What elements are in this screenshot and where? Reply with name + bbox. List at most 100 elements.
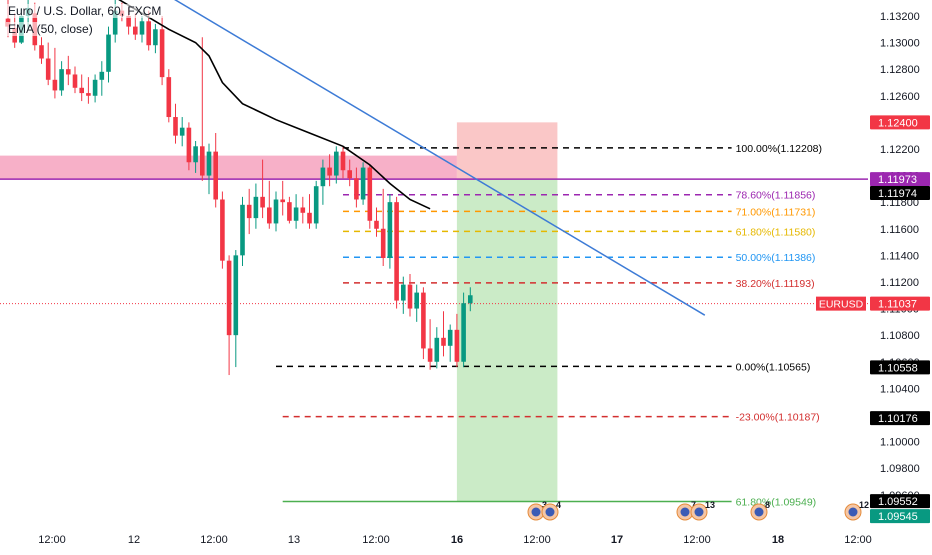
x-tick-label: 12:00 (38, 534, 66, 546)
price-axis (868, 0, 932, 550)
fib-level-label: 61.80%(1.11580) (736, 226, 816, 238)
economic-event-icon: 13 (690, 500, 715, 521)
candle-body (434, 337, 440, 362)
fib-level-label: 50.00%(1.11386) (736, 252, 816, 264)
candle-body (468, 295, 473, 304)
price-badge (870, 360, 930, 375)
y-tick-label: 1.12200 (880, 144, 920, 156)
candle-body (200, 146, 205, 176)
candle-body (441, 337, 446, 346)
candle-body (414, 292, 419, 309)
event-flag-center (694, 507, 704, 517)
x-tick-label: 12:00 (523, 534, 551, 546)
candle-body (454, 329, 460, 362)
fib-level-label: 61.80%(1.09549) (736, 497, 817, 509)
candle-body (447, 329, 453, 346)
economic-event-icon: 7 (676, 500, 696, 521)
economic-event-icon: 4 (541, 500, 561, 521)
price-badge (870, 411, 930, 426)
candle-body (267, 207, 272, 224)
candle-body (347, 170, 352, 179)
price-badge-label: 1.10558 (878, 362, 918, 374)
event-flag-center (680, 507, 690, 517)
candle-body (52, 79, 58, 91)
y-tick-label: 1.11800 (880, 197, 919, 209)
x-tick-label: 16 (451, 534, 463, 546)
fib-level-label: 71.00%(1.11731) (736, 206, 816, 218)
price-badge (870, 509, 930, 524)
take-profit-zone (456, 179, 558, 502)
candle-body (421, 292, 426, 349)
candle-body (387, 202, 393, 259)
event-count: 8 (765, 500, 770, 510)
candle-body (461, 303, 466, 362)
candle-body (360, 167, 366, 200)
fib-level-label: 0.00%(1.10565) (736, 361, 811, 373)
plot-area (0, 0, 868, 528)
event-flag-center (531, 507, 541, 517)
candle-body (401, 284, 406, 301)
y-tick-label: 1.10000 (880, 437, 920, 449)
candle-body (193, 146, 198, 163)
candle-body (320, 167, 326, 187)
candle-body (133, 26, 138, 35)
candle-body (380, 228, 386, 259)
price-badge (870, 186, 930, 201)
candle-body (79, 87, 84, 94)
candle-body (313, 186, 319, 224)
symbol-title[interactable]: Euro / U.S. Dollar, 60, FXCM (6, 4, 164, 18)
x-tick-label: 17 (611, 534, 623, 546)
y-tick-label: 1.13000 (880, 38, 920, 50)
y-tick-label: 1.12800 (880, 64, 920, 76)
candle-body (99, 71, 105, 80)
price-badge-label: 1.09545 (878, 511, 918, 523)
event-flag-center (754, 507, 764, 517)
candle-body (139, 21, 145, 35)
indicator-label[interactable]: EMA (50, close) (6, 22, 95, 36)
candle-body (106, 34, 111, 72)
candle-body (213, 151, 218, 200)
price-badge-label: 1.09552 (878, 496, 918, 508)
symbol-tag (816, 296, 866, 311)
candle-body (253, 196, 259, 219)
candles (5, 0, 473, 376)
price-badge-label: 1.11973 (878, 174, 917, 186)
candle-body (173, 117, 178, 136)
candle-body (327, 167, 332, 176)
x-tick-label: 13 (288, 534, 300, 546)
candle-body (45, 58, 51, 80)
x-tick-label: 12:00 (362, 534, 390, 546)
candle-body (72, 74, 78, 88)
y-tick-label: 1.10800 (880, 330, 920, 342)
candle-body (394, 202, 399, 301)
event-count: 12 (859, 500, 869, 510)
candle-body (287, 202, 292, 221)
candle-body (307, 212, 312, 224)
price-badge-label: 1.10176 (878, 413, 918, 425)
candle-body (153, 29, 158, 46)
candle-body (427, 348, 433, 362)
candle-body (260, 196, 265, 208)
candle-body (293, 207, 299, 221)
candle-body (334, 151, 339, 176)
x-tick-label: 12 (128, 534, 140, 546)
x-tick-label: 12:00 (844, 534, 872, 546)
event-flag-center (848, 507, 858, 517)
x-tick-label: 12:00 (200, 534, 228, 546)
y-tick-label: 1.12600 (880, 91, 920, 103)
candle-body (374, 220, 379, 229)
economic-event-icon: 8 (750, 500, 770, 521)
y-tick-label: 1.11400 (880, 250, 919, 262)
y-tick-label: 1.11600 (880, 224, 919, 236)
candle-body (166, 77, 172, 118)
candle-body (340, 151, 346, 171)
symbol-tag-label: EURUSD (819, 299, 864, 311)
candle-body (126, 15, 131, 27)
candle-body (206, 151, 212, 176)
candle-body (186, 127, 192, 163)
candle-body (220, 199, 225, 261)
candle-body (92, 79, 98, 96)
fib-level-label: 38.20%(1.11193) (736, 278, 815, 290)
